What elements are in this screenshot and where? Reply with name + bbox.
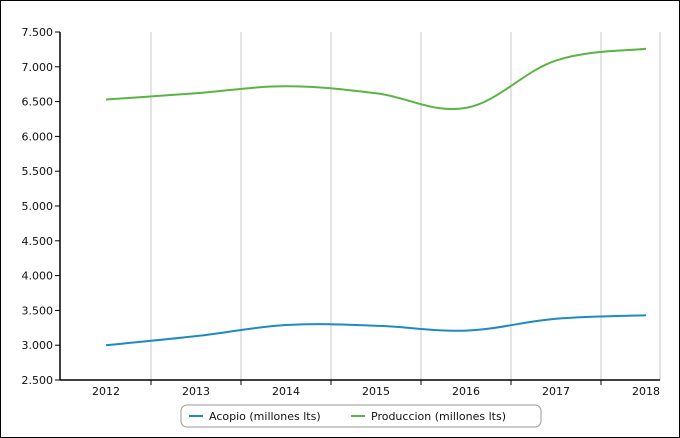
y-tick-label: 6.500 <box>22 96 54 109</box>
y-tick-label: 2.500 <box>22 374 54 387</box>
x-tick-label: 2013 <box>182 385 210 398</box>
y-axis: 2.500 3.000 3.500 4.000 4.500 5.000 5.500 6.000… <box>22 26 61 387</box>
legend-label-acopio: Acopio (millones lts) <box>209 410 321 423</box>
y-tick-label: 5.500 <box>22 165 54 178</box>
y-tick-label: 7.000 <box>22 61 54 74</box>
x-tick-label: 2017 <box>542 385 570 398</box>
grid <box>150 32 661 380</box>
x-tick-label: 2018 <box>632 385 660 398</box>
x-tick-label: 2016 <box>452 385 480 398</box>
y-tick-label: 7.500 <box>22 26 54 39</box>
y-tick-label: 3.000 <box>22 339 54 352</box>
y-tick-label: 4.000 <box>22 270 54 283</box>
series-layer <box>105 47 647 347</box>
legend: Acopio (millones lts) Produccion (millon… <box>180 404 542 428</box>
y-tick-label: 5.000 <box>22 200 54 213</box>
x-axis: 2012 2013 2014 2015 2016 2017 2018 <box>60 379 660 398</box>
x-tick-label: 2012 <box>92 385 120 398</box>
y-tick-label: 4.500 <box>22 235 54 248</box>
x-tick-label: 2015 <box>362 385 390 398</box>
series-line-0 <box>105 314 647 347</box>
series-line-1 <box>105 47 647 110</box>
x-tick-label: 2014 <box>272 385 300 398</box>
y-tick-label: 6.000 <box>22 130 54 143</box>
y-tick-label: 3.500 <box>22 304 54 317</box>
legend-label-produccion: Produccion (millones lts) <box>371 410 506 423</box>
